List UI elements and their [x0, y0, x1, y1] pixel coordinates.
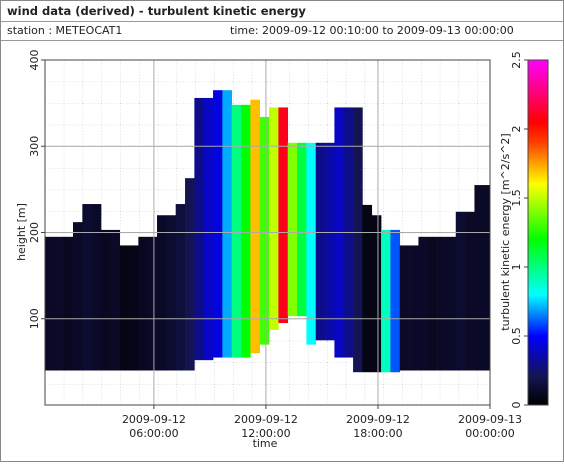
cell: [325, 142, 335, 341]
y-tick-label: 300: [28, 136, 41, 157]
colorbar-tick-label: 1.5: [510, 189, 523, 207]
cell: [129, 245, 139, 371]
cell: [371, 215, 382, 373]
cell: [222, 90, 233, 358]
station: station : METEOCAT1: [7, 24, 122, 37]
colorbar-tick-label: 2.5: [510, 51, 523, 69]
colorbar-tick-label: 2: [510, 126, 523, 133]
cell: [54, 236, 64, 371]
colorbar-tick-label: 1: [510, 264, 523, 271]
cell: [474, 185, 485, 371]
colorbar-label: turbulent kinetic energy [m^2/s^2]: [499, 133, 512, 330]
cell: [278, 107, 289, 324]
cell: [250, 99, 261, 354]
x-tick-label: 2009-09-12 18:00:00: [346, 413, 410, 440]
cell: [119, 245, 130, 371]
x-tick-label: 2009-09-12 06:00:00: [122, 413, 186, 440]
plot-border: [44, 59, 491, 406]
cell: [63, 236, 74, 371]
cell: [287, 142, 298, 317]
cell: [306, 142, 317, 345]
cell: [353, 107, 363, 373]
colorbar: [527, 59, 549, 406]
x-axis-label: time: [253, 437, 278, 450]
x-tick-label: 2009-09-12 12:00:00: [234, 413, 298, 440]
cell: [194, 97, 205, 361]
cell: [315, 142, 326, 341]
cell: [175, 204, 186, 371]
chart-title: wind data (derived) - turbulent kinetic …: [7, 4, 306, 18]
period: time: 2009-09-12 00:10:00 to 2009-09-13 …: [230, 24, 514, 37]
cell: [437, 236, 447, 371]
cell: [157, 215, 167, 371]
cell: [91, 204, 102, 371]
y-tick-label: 200: [28, 222, 41, 243]
cell: [213, 90, 223, 358]
cell: [101, 229, 111, 371]
colorbar-tick-label: 0.5: [510, 327, 523, 345]
cell: [465, 211, 475, 371]
cell: [381, 229, 391, 373]
colorbar-tick-label: 0: [510, 402, 523, 409]
cell: [446, 236, 457, 371]
cell: [390, 229, 401, 373]
cell: [483, 185, 491, 371]
cell: [110, 229, 120, 371]
x-tick-label: 2009-09-13 00:00:00: [458, 413, 522, 440]
cell: [45, 236, 55, 371]
cell: [427, 236, 438, 371]
cell: [362, 204, 373, 373]
y-axis-label: height [m]: [15, 203, 28, 261]
cell: [241, 104, 251, 358]
cell: [82, 204, 92, 371]
cell: [166, 215, 176, 371]
cell: [147, 236, 158, 371]
cell: [259, 116, 270, 345]
cell: [231, 104, 242, 358]
cell: [409, 245, 419, 371]
cell: [73, 222, 83, 371]
cell: [297, 142, 307, 317]
cell: [455, 211, 466, 371]
y-tick-label: 400: [28, 50, 41, 71]
cell: [203, 97, 214, 361]
cell: [185, 178, 195, 371]
cell: [269, 107, 279, 330]
cell: [418, 236, 429, 371]
y-tick-label: 100: [28, 308, 41, 329]
cell: [399, 245, 410, 371]
cell: [138, 236, 148, 371]
